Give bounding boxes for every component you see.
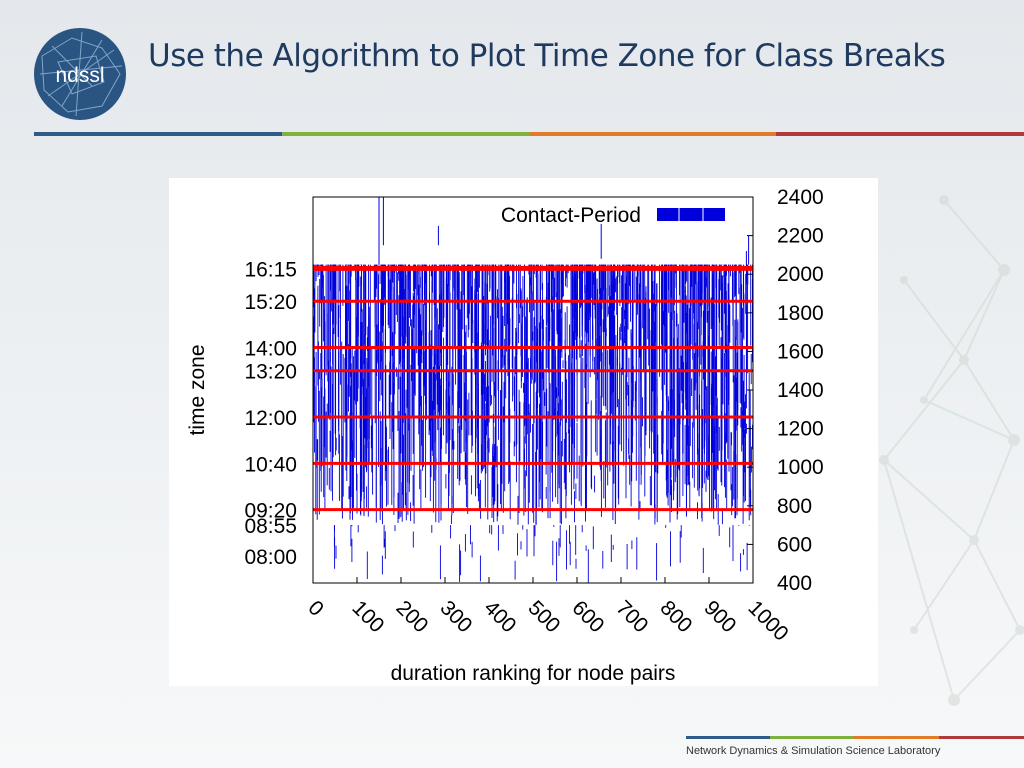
- y-tick-label: 1600: [777, 340, 824, 363]
- footer-rule: [686, 736, 1024, 739]
- x-tick-label: 200: [391, 596, 432, 637]
- x-tick-label: 800: [655, 596, 696, 637]
- x-tick-label: 500: [523, 596, 564, 637]
- rule-segment-3: [530, 132, 776, 136]
- rule-segment-2: [282, 132, 530, 136]
- y-axis-label: time zone: [186, 344, 209, 435]
- rule-segment-4: [776, 132, 1024, 136]
- legend: Contact-Period: [501, 204, 725, 227]
- x-tick-label: 0: [303, 596, 328, 621]
- y-tick-label: 2400: [777, 186, 824, 209]
- ndssl-logo: ndssl: [34, 28, 126, 120]
- y-tick-label: 1800: [777, 302, 824, 325]
- time-zone-label: 12:00: [244, 407, 297, 430]
- time-zone-label: 10:40: [244, 453, 297, 476]
- y-axis-ticks: 400 600 800 1000 1200 1400 1600 1800 2000 2200 240…: [747, 186, 824, 595]
- x-tick-label: 300: [435, 596, 476, 637]
- chart-panel: 400 600 800 1000 1200 1400 1600 1800 2000 2200 240…: [169, 178, 878, 686]
- slide-title: Use the Algorithm to Plot Time Zone for …: [148, 38, 946, 74]
- rule-segment-1: [34, 132, 282, 136]
- x-tick-label: 100: [347, 596, 388, 637]
- contact-period-bars: [312, 197, 753, 583]
- time-zone-chart: 4006008001000120014001600180020002200240…: [186, 186, 824, 685]
- x-axis-label: duration ranking for node pairs: [391, 662, 676, 685]
- logo-text: ndssl: [55, 64, 104, 87]
- class-break-lines: [313, 265, 753, 512]
- time-zone-label: 15:20: [244, 291, 297, 314]
- x-tick-label: 700: [611, 596, 652, 637]
- x-tick-label: 1000: [743, 596, 792, 645]
- x-axis-ticks: 0 100 200 300 400 500 600 700 800 900 1000: [303, 577, 793, 646]
- legend-swatch: [657, 208, 725, 221]
- y-tick-label: 2200: [777, 225, 824, 248]
- x-tick-label: 600: [567, 596, 608, 637]
- footer-label: Network Dynamics & Simulation Science La…: [686, 745, 941, 757]
- time-zone-label: 08:00: [244, 546, 297, 569]
- time-zone-label: 16:15: [244, 258, 297, 281]
- x-tick-label: 400: [479, 596, 520, 637]
- time-zone-label: 14:00: [244, 338, 297, 361]
- time-zone-label: 08:55: [244, 515, 297, 538]
- y-tick-label: 800: [777, 495, 812, 518]
- y-tick-label: 600: [777, 533, 812, 556]
- y-tick-label: 2000: [777, 263, 824, 286]
- y-tick-label: 1200: [777, 418, 824, 441]
- time-zone-label: 09:20: [244, 500, 297, 523]
- y-tick-label: 400: [777, 572, 812, 595]
- network-background-decoration: [879, 195, 1024, 706]
- y-tick-label: 1000: [777, 456, 824, 479]
- legend-label: Contact-Period: [501, 204, 641, 227]
- time-zone-label: 13:20: [244, 361, 297, 384]
- y-tick-label: 1400: [777, 379, 824, 402]
- x-tick-label: 900: [699, 596, 740, 637]
